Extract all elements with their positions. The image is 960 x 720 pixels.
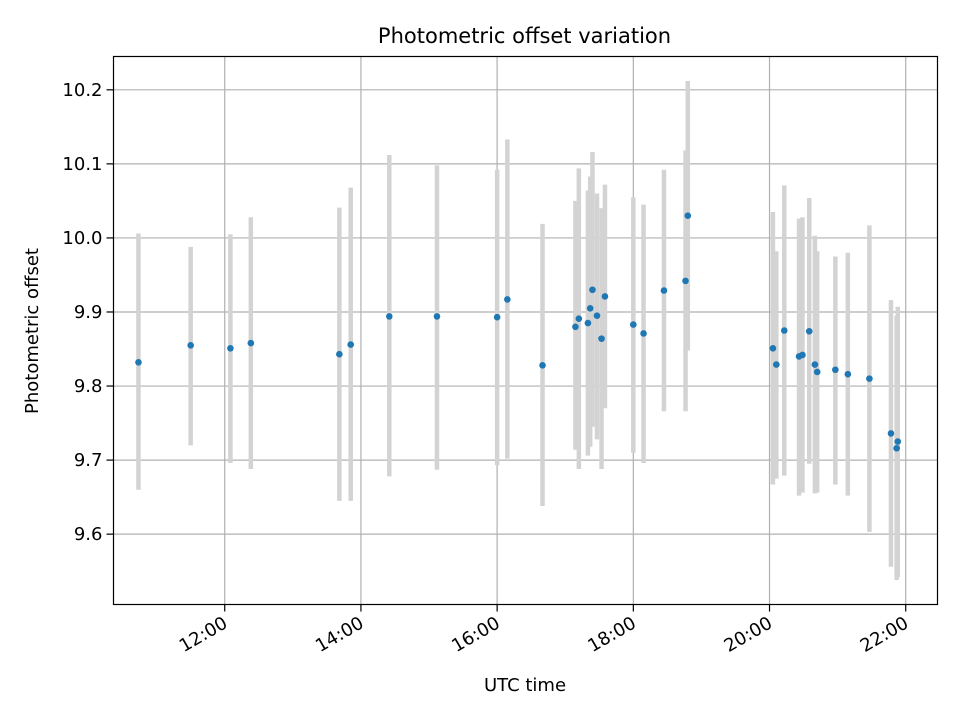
data-point <box>593 312 601 319</box>
data-point <box>894 438 902 445</box>
data-point <box>887 430 895 437</box>
y-tick-label: 10.0 <box>62 228 102 249</box>
data-point <box>347 341 355 348</box>
y-tick-label: 9.8 <box>74 376 103 397</box>
data-point <box>769 344 777 352</box>
data-point <box>660 287 668 294</box>
data-point <box>773 361 780 368</box>
data-point <box>575 315 583 322</box>
y-tick-label: 10.1 <box>62 154 102 175</box>
data-point <box>813 368 821 376</box>
data-point <box>336 350 343 358</box>
data-point <box>684 212 692 220</box>
data-point <box>682 277 689 285</box>
data-point <box>386 313 393 320</box>
data-point <box>493 313 501 321</box>
x-axis-title: UTC time <box>484 675 566 696</box>
data-point <box>811 361 819 368</box>
data-point <box>504 296 511 303</box>
data-point <box>630 321 637 328</box>
y-tick-label: 10.2 <box>62 80 102 101</box>
data-point <box>805 327 813 335</box>
data-point <box>799 351 806 359</box>
data-point <box>539 362 546 369</box>
data-point <box>187 342 194 349</box>
data-point <box>586 304 594 312</box>
data-point <box>844 370 852 378</box>
data-point <box>247 339 255 347</box>
data-point <box>866 375 873 382</box>
data-point <box>640 330 647 337</box>
data-point <box>135 359 142 366</box>
y-axis-title: Photometric offset <box>22 248 43 414</box>
data-point <box>572 323 579 331</box>
data-point <box>598 335 605 342</box>
data-point <box>780 327 788 334</box>
data-point <box>893 444 900 452</box>
data-point <box>832 366 839 374</box>
y-tick-label: 9.9 <box>74 302 103 323</box>
data-point <box>433 313 441 320</box>
y-tick-label: 9.6 <box>74 524 103 545</box>
chart-title: Photometric offset variation <box>378 24 671 48</box>
y-axis: 9.6 9.7 9.8 9.9 10.0 10.1 10.2 <box>62 80 114 545</box>
y-tick-label: 9.7 <box>74 450 103 471</box>
data-point <box>589 286 596 294</box>
data-points <box>135 212 902 452</box>
data-point <box>584 319 592 327</box>
plot-frame <box>112 55 939 606</box>
data-point <box>601 293 609 300</box>
data-point <box>227 344 234 352</box>
